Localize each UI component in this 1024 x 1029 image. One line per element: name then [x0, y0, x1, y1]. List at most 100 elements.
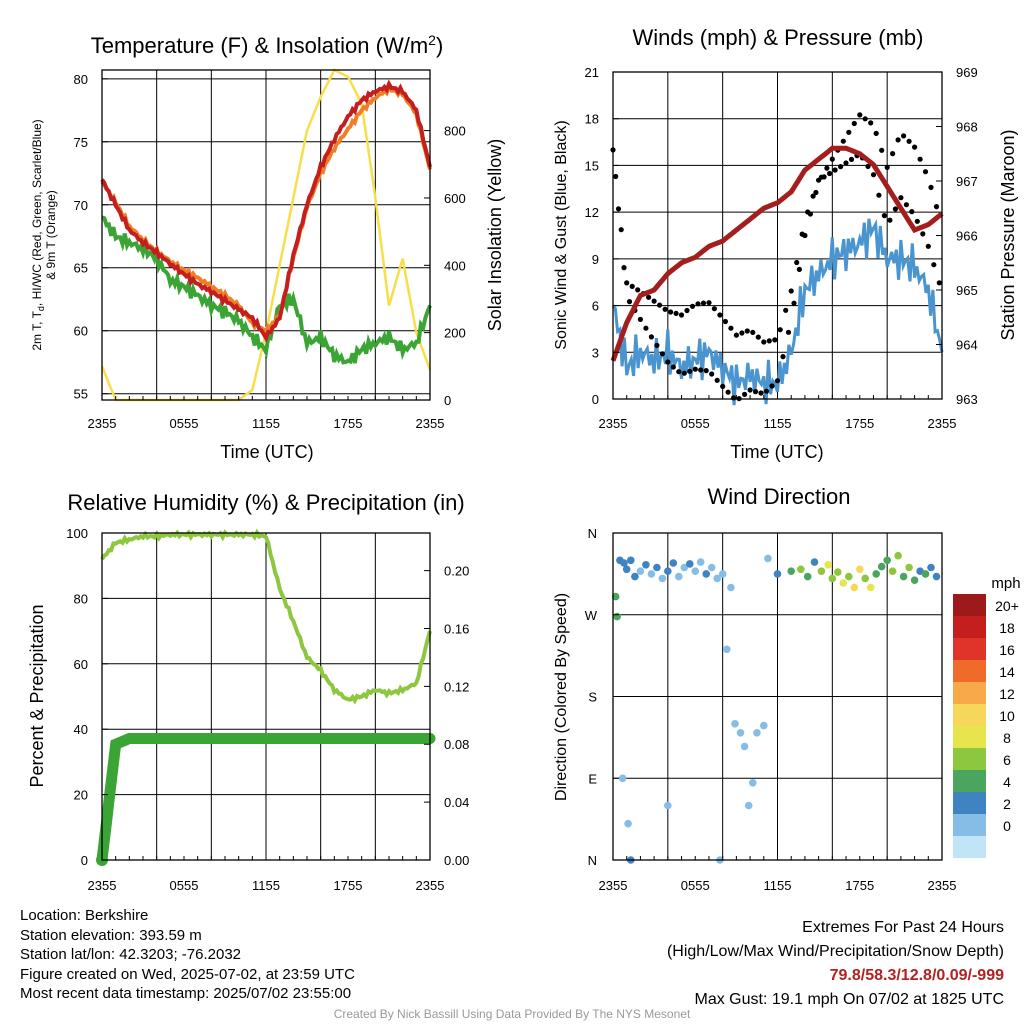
gust-point — [920, 231, 926, 237]
credit-text: Created By Nick Bassill Using Data Provi… — [333, 1007, 691, 1021]
wind-direction-point — [797, 565, 805, 574]
colorbar-swatch — [953, 660, 986, 682]
x-tick-label: 2355 — [599, 416, 628, 431]
gust-point — [761, 339, 767, 345]
extremes-info: Extremes For Past 24 Hours (High/Low/Max… — [667, 916, 1004, 1012]
humidity-panel: Relative Humidity (%) & Precipitation (i… — [27, 490, 469, 893]
gust-point — [698, 367, 704, 373]
created-text: Figure created on Wed, 2025-07-02, at 23… — [20, 965, 355, 983]
wind-direction-point — [664, 801, 672, 810]
wind-direction-point — [636, 567, 645, 575]
gust-point — [933, 204, 940, 210]
gust-point — [931, 262, 937, 268]
temperature-ylabel-line1: 2m T, Td, HI/WC (Red, Green, Scarlet/Blu… — [30, 119, 46, 350]
colorbar-swatch — [953, 682, 986, 704]
wind-direction-point — [664, 567, 672, 575]
gust-point — [733, 332, 740, 338]
y-tick-label: 60 — [74, 324, 88, 339]
wind-direction-point — [686, 560, 694, 568]
gust-point — [618, 227, 624, 233]
gust-point — [791, 300, 797, 306]
colorbar-label: 8 — [1003, 730, 1011, 746]
speed-colorbar-legend: mph 20+ 18 16 14 12 10 8 6 4 2 0 — [953, 575, 1021, 858]
colorbar-swatch — [953, 704, 986, 726]
gust-point — [909, 209, 915, 215]
gust-point — [711, 306, 718, 312]
temperature-xlabel: Time (UTC) — [220, 442, 313, 462]
latlon-text: Station lat/lon: 42.3203; -76.2032 — [20, 946, 242, 963]
y-tick-label: 12 — [585, 205, 599, 220]
gust-point — [651, 298, 657, 304]
extremes-values: 79.8/58.3/12.8/0.09/-999 — [829, 967, 1004, 984]
gust-point — [884, 164, 890, 170]
wind-direction-point — [883, 556, 891, 565]
gust-point — [626, 299, 633, 305]
insolation-ylabel: Solar Insolation (Yellow) — [485, 139, 505, 331]
x-tick-label: 1155 — [252, 878, 280, 893]
y-tick-label: E — [588, 771, 597, 786]
y2-tick-label: 600 — [444, 191, 466, 206]
gust-point — [873, 130, 879, 136]
colorbar-swatch — [953, 836, 986, 858]
wind-direction-point — [899, 572, 908, 581]
wind-direction-ylabel: Direction (Colored By Speed) — [553, 593, 570, 801]
colorbar-label: 16 — [999, 642, 1015, 658]
x-tick-label: 1155 — [764, 878, 792, 893]
wind-direction-point — [810, 558, 819, 566]
x-tick-label: 1755 — [334, 416, 363, 431]
gust-point — [659, 351, 666, 357]
gust-point — [846, 129, 852, 135]
colorbar-swatch — [953, 792, 986, 814]
y2-tick-label: 400 — [444, 258, 466, 273]
gust-point — [747, 387, 753, 393]
wind-direction-point — [760, 721, 768, 730]
colorbar-label: 14 — [999, 664, 1015, 680]
y2-tick-label: 963 — [956, 392, 978, 407]
gust-point — [807, 211, 814, 217]
colorbar-label: 10 — [999, 708, 1015, 724]
y-tick-label: 55 — [74, 387, 88, 402]
gust-point — [717, 312, 723, 318]
x-tick-label: 0555 — [170, 416, 199, 431]
gust-point — [892, 206, 899, 212]
y2-tick-label: 0.12 — [444, 679, 469, 694]
y-tick-label: 18 — [585, 112, 599, 127]
winds-title: Winds (mph) & Pressure (mb) — [633, 25, 924, 50]
wind-direction-point — [910, 576, 919, 584]
gust-point — [681, 370, 687, 376]
gust-point — [890, 151, 896, 157]
wind-direction-point — [618, 774, 627, 783]
wind-direction-point — [824, 561, 832, 569]
y-tick-label: 80 — [74, 591, 88, 606]
gust-point — [750, 329, 756, 335]
gust-point — [829, 156, 835, 162]
wind-direction-point — [753, 729, 761, 737]
gust-point — [654, 342, 660, 348]
wind-direction-point — [723, 645, 731, 654]
winds-panel: Winds (mph) & Pressure (mb) 0 3 6 9 12 15 18 21… — [553, 25, 1018, 462]
wind-direction-point — [845, 572, 853, 581]
gust-point — [794, 259, 800, 266]
wind-direction-point — [727, 583, 735, 592]
x-tick-label: 0555 — [681, 878, 710, 893]
y-tick-label: 70 — [74, 198, 88, 213]
gust-point — [687, 368, 693, 374]
colorbar-label: 4 — [1003, 774, 1011, 790]
gust-point — [879, 147, 885, 153]
gust-point — [887, 217, 893, 223]
gust-point — [881, 213, 888, 219]
gust-point — [785, 329, 792, 335]
y-tick-label: 65 — [74, 261, 88, 276]
wind-direction-point — [921, 570, 930, 578]
wind-direction-point — [888, 567, 897, 575]
wind-direction-point — [669, 559, 678, 567]
gust-point — [848, 156, 855, 162]
x-tick-label: 2355 — [928, 416, 957, 431]
wind-direction-point — [839, 579, 848, 587]
temperature-line — [100, 79, 432, 343]
gust-point — [755, 334, 761, 340]
wind-direction-point — [856, 565, 864, 574]
wind-direction-point — [866, 583, 875, 592]
